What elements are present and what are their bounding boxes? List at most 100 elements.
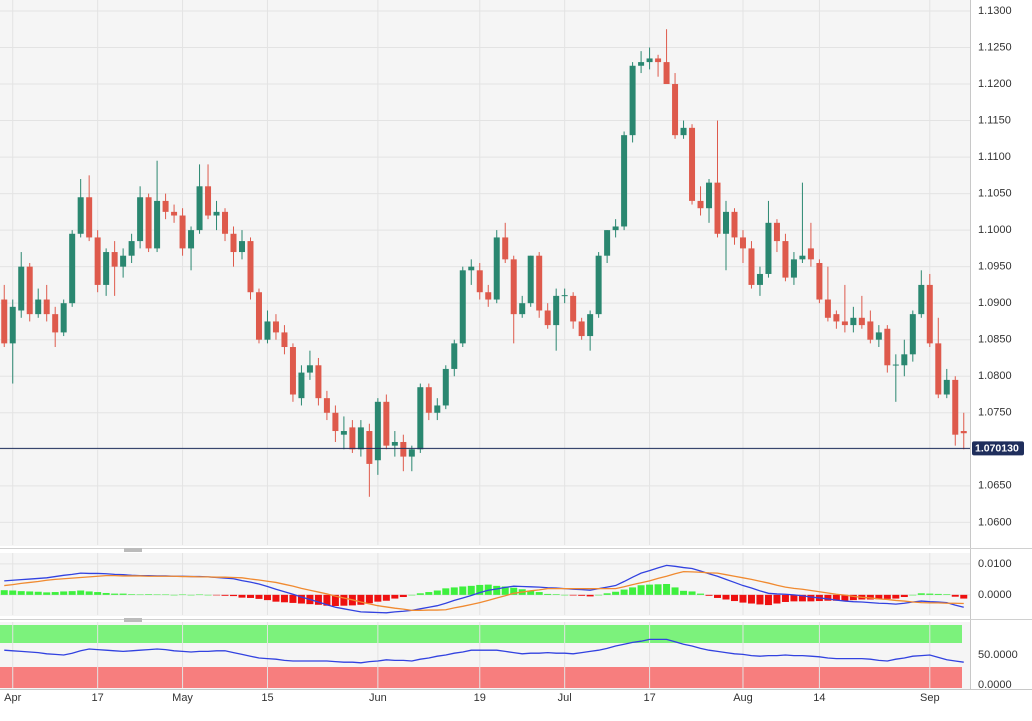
candle-body <box>714 182 721 234</box>
histogram-bar <box>951 594 959 597</box>
candle-body <box>213 211 220 216</box>
candle-body <box>867 321 874 340</box>
candle-body <box>43 299 50 315</box>
histogram-bar <box>841 594 849 601</box>
candle-body <box>323 398 330 413</box>
y-tick-label: 1.0750 <box>978 407 1012 419</box>
histogram-bar <box>128 594 136 595</box>
candle-body <box>196 186 203 231</box>
histogram-bar <box>476 584 484 595</box>
candle-body <box>171 211 178 216</box>
histogram-bar <box>561 594 569 596</box>
x-tick-label: Jul <box>558 692 572 704</box>
candle-body <box>943 379 950 395</box>
y-tick-label: 0.0100 <box>978 558 1012 570</box>
histogram-bar <box>17 591 25 595</box>
candle-body <box>349 427 356 450</box>
histogram-bar <box>697 593 705 595</box>
candle-body <box>417 387 424 450</box>
histogram-bar <box>493 585 501 595</box>
macd-panel <box>0 553 970 616</box>
resize-handle[interactable] <box>124 618 142 622</box>
histogram-bar <box>663 584 671 595</box>
histogram-bar <box>119 593 127 595</box>
histogram-bar <box>654 584 662 595</box>
candle-body <box>357 427 364 450</box>
candle-body <box>909 314 916 355</box>
histogram-bar <box>314 594 322 605</box>
histogram-bar <box>391 594 399 599</box>
histogram-bar <box>849 594 857 601</box>
histogram-bar <box>832 594 840 601</box>
candle-body <box>502 237 509 260</box>
y-tick-label: 0.0000 <box>978 679 1012 691</box>
histogram-bar <box>781 594 789 602</box>
candle-body <box>544 310 551 326</box>
histogram-bar <box>26 591 34 595</box>
histogram-bar <box>425 592 433 595</box>
candle-body <box>485 292 492 300</box>
candle-body <box>468 266 475 271</box>
candle-body <box>773 222 780 242</box>
y-tick-label: 1.1200 <box>978 78 1012 90</box>
candle-body <box>366 431 373 464</box>
candle-body <box>315 365 322 399</box>
candle-body <box>799 255 806 260</box>
resize-handle[interactable] <box>124 548 142 552</box>
candle-body <box>841 321 848 326</box>
candle-body <box>120 255 127 267</box>
histogram-bar <box>246 594 254 598</box>
candle-body <box>247 241 254 293</box>
candle-body <box>765 222 772 274</box>
candle-body <box>52 314 59 333</box>
candle-body <box>756 273 763 285</box>
histogram-bar <box>280 594 288 603</box>
candle-body <box>587 314 594 337</box>
candle-body <box>442 368 449 406</box>
candle-body <box>459 270 466 344</box>
y-tick-label: 1.0600 <box>978 516 1012 528</box>
histogram-bar <box>340 594 348 606</box>
y-tick-label: 1.1150 <box>978 114 1011 126</box>
candle-body <box>935 343 942 395</box>
y-tick-label: 1.0800 <box>978 370 1012 382</box>
last-price-label: 1.070130 <box>975 443 1019 455</box>
histogram-bar <box>213 594 221 596</box>
histogram-bar <box>688 591 696 595</box>
y-tick-label: 1.1000 <box>978 224 1012 236</box>
candle-body <box>264 321 271 340</box>
x-tick-label: May <box>172 692 193 704</box>
histogram-bar <box>892 594 900 599</box>
histogram-bar <box>382 594 390 601</box>
candle-body <box>553 295 560 326</box>
histogram-bar <box>637 585 645 595</box>
x-tick-label: 14 <box>813 692 825 704</box>
histogram-bar <box>739 594 747 603</box>
histogram-bar <box>221 594 229 596</box>
histogram-bar <box>442 588 450 595</box>
histogram-bar <box>747 594 755 604</box>
candle-body <box>476 270 483 293</box>
histogram-bar <box>0 590 8 595</box>
candle-body <box>374 401 381 461</box>
indicator-line <box>4 570 964 611</box>
candle-body <box>9 306 16 344</box>
candle-body <box>952 379 959 435</box>
candle-body <box>731 211 738 238</box>
candle-body <box>536 255 543 311</box>
candle-body <box>391 441 398 446</box>
candle-body <box>858 317 865 326</box>
histogram-bar <box>85 591 93 595</box>
candle-body <box>646 58 653 63</box>
histogram-bar <box>883 594 891 599</box>
histogram-bar <box>790 594 798 602</box>
histogram-bar <box>94 592 102 595</box>
candle-body <box>26 266 33 315</box>
histogram-bar <box>102 592 110 595</box>
candle-body <box>672 84 679 136</box>
candle-body <box>1 299 8 344</box>
candle-body <box>493 237 500 300</box>
histogram-bar <box>408 594 416 596</box>
candle-body <box>239 241 245 253</box>
y-tick-label: 1.0950 <box>978 261 1012 273</box>
